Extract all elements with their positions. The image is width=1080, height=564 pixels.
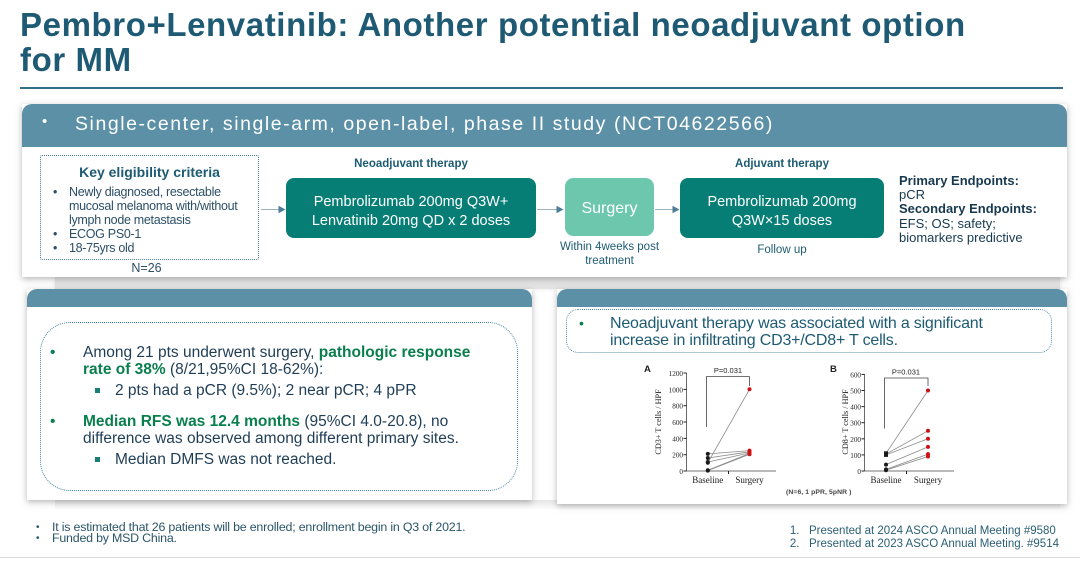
svg-text:600: 600 <box>850 371 861 379</box>
svg-text:1200: 1200 <box>669 370 684 378</box>
svg-text:200: 200 <box>850 436 861 444</box>
svg-text:100: 100 <box>850 452 861 460</box>
svg-text:1000: 1000 <box>669 386 684 394</box>
svg-text:500: 500 <box>850 388 861 396</box>
svg-text:600: 600 <box>672 419 683 427</box>
svg-text:800: 800 <box>672 403 683 411</box>
svg-text:400: 400 <box>850 404 861 412</box>
svg-text:B: B <box>830 364 837 375</box>
svg-text:P=0.031: P=0.031 <box>714 366 742 375</box>
svg-text:Baseline: Baseline <box>871 475 902 485</box>
svg-text:CD3+ T cells / HPF: CD3+ T cells / HPF <box>654 389 663 455</box>
svg-text:P=0.031: P=0.031 <box>892 368 920 377</box>
svg-text:A: A <box>644 364 651 375</box>
svg-text:0: 0 <box>857 468 861 476</box>
svg-text:Surgery: Surgery <box>914 475 943 485</box>
svg-text:CD8+ T cells / HPF: CD8+ T cells / HPF <box>841 389 850 455</box>
svg-text:Surgery: Surgery <box>735 475 764 485</box>
svg-text:Baseline: Baseline <box>692 475 723 485</box>
svg-text:400: 400 <box>672 435 683 443</box>
svg-text:0: 0 <box>679 468 683 476</box>
svg-text:200: 200 <box>672 452 683 460</box>
svg-text:300: 300 <box>850 420 861 428</box>
